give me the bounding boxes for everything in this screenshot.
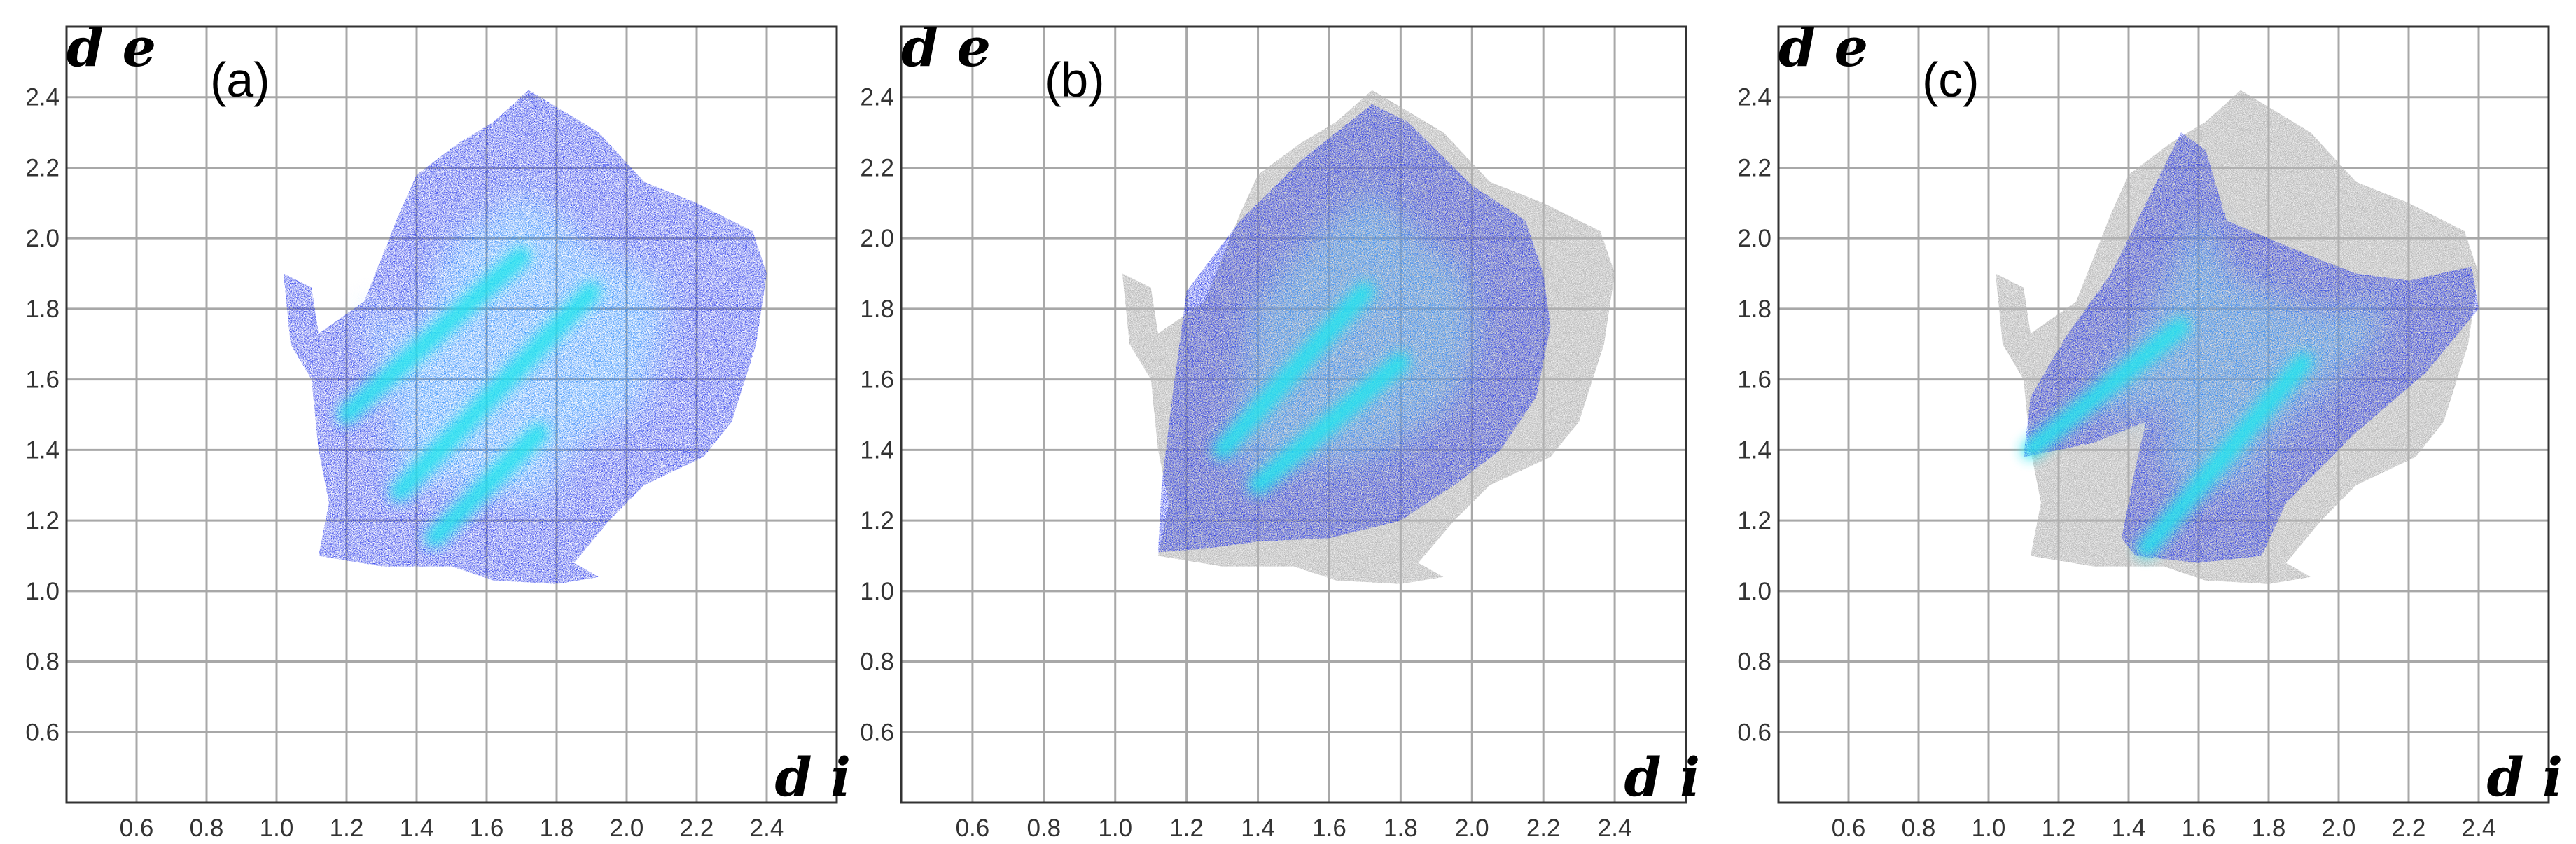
y-tick-label: 1.8 bbox=[25, 296, 60, 323]
y-tick-label: 2.0 bbox=[1737, 225, 1771, 252]
x-tick-label: 2.0 bbox=[2322, 815, 2356, 842]
x-tick-label: 1.2 bbox=[330, 815, 364, 842]
y-tick-label: 0.6 bbox=[1737, 719, 1771, 746]
x-tick-label: 1.2 bbox=[1169, 815, 1204, 842]
x-tick-label: 1.8 bbox=[1384, 815, 1418, 842]
mid-density-core bbox=[1234, 193, 1478, 471]
fingerprint-regions bbox=[1122, 90, 1615, 584]
y-tick-label: 2.2 bbox=[860, 154, 894, 181]
mid-density-core bbox=[2101, 219, 2383, 486]
y-tick-label: 0.6 bbox=[25, 719, 60, 746]
x-tick-label: 1.0 bbox=[260, 815, 294, 842]
plot-frame bbox=[1777, 25, 2550, 804]
x-tick-label: 2.4 bbox=[1598, 815, 1632, 842]
high-density-streak bbox=[390, 282, 601, 501]
x-tick-label: 2.0 bbox=[1455, 815, 1489, 842]
x-tick-label: 1.4 bbox=[1241, 815, 1275, 842]
x-tick-label: 1.2 bbox=[2042, 815, 2076, 842]
y-tick-label: 0.8 bbox=[860, 649, 894, 676]
x-tick-label: 0.8 bbox=[1026, 815, 1061, 842]
x-tick-label: 0.6 bbox=[120, 815, 154, 842]
x-tick-label: 0.8 bbox=[1902, 815, 1936, 842]
y-tick-label: 1.0 bbox=[1737, 578, 1771, 605]
y-tick-label: 0.8 bbox=[25, 649, 60, 676]
highlight-density bbox=[284, 90, 767, 584]
y-tick-label: 1.2 bbox=[860, 507, 894, 534]
x-tick-label: 1.4 bbox=[2112, 815, 2146, 842]
y-tick-label: 2.2 bbox=[25, 154, 60, 181]
x-tick-label: 1.8 bbox=[2252, 815, 2286, 842]
x-tick-label: 0.8 bbox=[190, 815, 224, 842]
fingerprint-regions bbox=[1996, 90, 2479, 584]
x-tick-label: 2.2 bbox=[2392, 815, 2426, 842]
y-tick-label: 0.8 bbox=[1737, 649, 1771, 676]
x-tick-label: 1.0 bbox=[1972, 815, 2006, 842]
y-axis-title: d e bbox=[901, 16, 991, 78]
panel-label: (c) bbox=[1922, 53, 1979, 107]
chart-panel: 0.6 0.8 1.0 1.2 1.4 1.6 1.8 2.0 2.2 2.4 0.6 0.8 1.0 1… bbox=[1737, 16, 2563, 842]
y-tick-label: 2.4 bbox=[25, 84, 60, 111]
plot-frame bbox=[900, 25, 1687, 804]
high-density-streak bbox=[1213, 282, 1374, 459]
x-tick-label: 1.6 bbox=[2182, 815, 2216, 842]
high-density-streak bbox=[2021, 317, 2190, 459]
panel-label: (b) bbox=[1045, 53, 1105, 107]
panels: 0.6 0.8 1.0 1.2 1.4 1.6 1.8 2.0 2.2 2.4 0.6 0.8 1.0 1… bbox=[25, 16, 2563, 842]
chart-panel: 0.6 0.8 1.0 1.2 1.4 1.6 1.8 2.0 2.2 2.4 0.6 0.8 1.0 1… bbox=[25, 16, 851, 842]
x-tick-label: 1.6 bbox=[1312, 815, 1346, 842]
y-tick-label: 1.4 bbox=[25, 436, 60, 464]
y-tick-label: 1.6 bbox=[1737, 366, 1771, 394]
y-tick-label: 1.2 bbox=[25, 507, 60, 534]
y-axis-title: d e bbox=[67, 16, 156, 78]
y-tick-label: 2.0 bbox=[25, 225, 60, 252]
high-density-streak bbox=[425, 423, 548, 548]
x-tick-label: 2.4 bbox=[750, 815, 784, 842]
y-tick-label: 2.4 bbox=[1737, 84, 1771, 111]
y-tick-label: 2.0 bbox=[860, 225, 894, 252]
y-tick-label: 1.8 bbox=[1737, 296, 1771, 323]
high-density-streak bbox=[337, 247, 531, 424]
x-tick-label: 1.4 bbox=[400, 815, 434, 842]
x-tick-label: 1.6 bbox=[470, 815, 504, 842]
y-axis-title: d e bbox=[1778, 16, 1868, 78]
x-tick-label: 2.0 bbox=[610, 815, 644, 842]
x-tick-label: 2.2 bbox=[680, 815, 714, 842]
y-tick-label: 2.4 bbox=[860, 84, 894, 111]
x-axis-title: d i bbox=[2487, 746, 2563, 808]
y-tick-label: 1.8 bbox=[860, 296, 894, 323]
x-tick-label: 0.6 bbox=[956, 815, 990, 842]
x-tick-label: 2.2 bbox=[1526, 815, 1561, 842]
panel-label: (a) bbox=[210, 53, 270, 107]
y-tick-label: 1.4 bbox=[860, 436, 894, 464]
y-tick-label: 1.0 bbox=[25, 578, 60, 605]
chart-panel: 0.6 0.8 1.0 1.2 1.4 1.6 1.8 2.0 2.2 2.4 0.6 0.8 1.0 1… bbox=[860, 16, 1700, 842]
y-tick-label: 2.2 bbox=[1737, 154, 1771, 181]
y-tick-label: 1.2 bbox=[1737, 507, 1771, 534]
x-axis-title: d i bbox=[1624, 746, 1700, 808]
y-tick-label: 1.6 bbox=[25, 366, 60, 394]
high-density-streak bbox=[2137, 352, 2313, 558]
x-tick-label: 0.6 bbox=[1832, 815, 1866, 842]
y-tick-label: 1.0 bbox=[860, 578, 894, 605]
y-tick-label: 1.6 bbox=[860, 366, 894, 394]
mid-density-core bbox=[368, 190, 668, 497]
y-tick-label: 1.4 bbox=[1737, 436, 1771, 464]
x-tick-label: 2.4 bbox=[2462, 815, 2496, 842]
y-tick-label: 0.6 bbox=[860, 719, 894, 746]
x-axis-title: d i bbox=[775, 746, 851, 808]
fingerprint-regions bbox=[284, 90, 767, 584]
highlight-density bbox=[1157, 104, 1551, 553]
highlight-density bbox=[2024, 132, 2479, 563]
plot-frame bbox=[65, 25, 838, 804]
x-tick-label: 1.0 bbox=[1098, 815, 1132, 842]
high-density-streak bbox=[1248, 352, 1410, 494]
x-tick-label: 1.8 bbox=[540, 815, 574, 842]
